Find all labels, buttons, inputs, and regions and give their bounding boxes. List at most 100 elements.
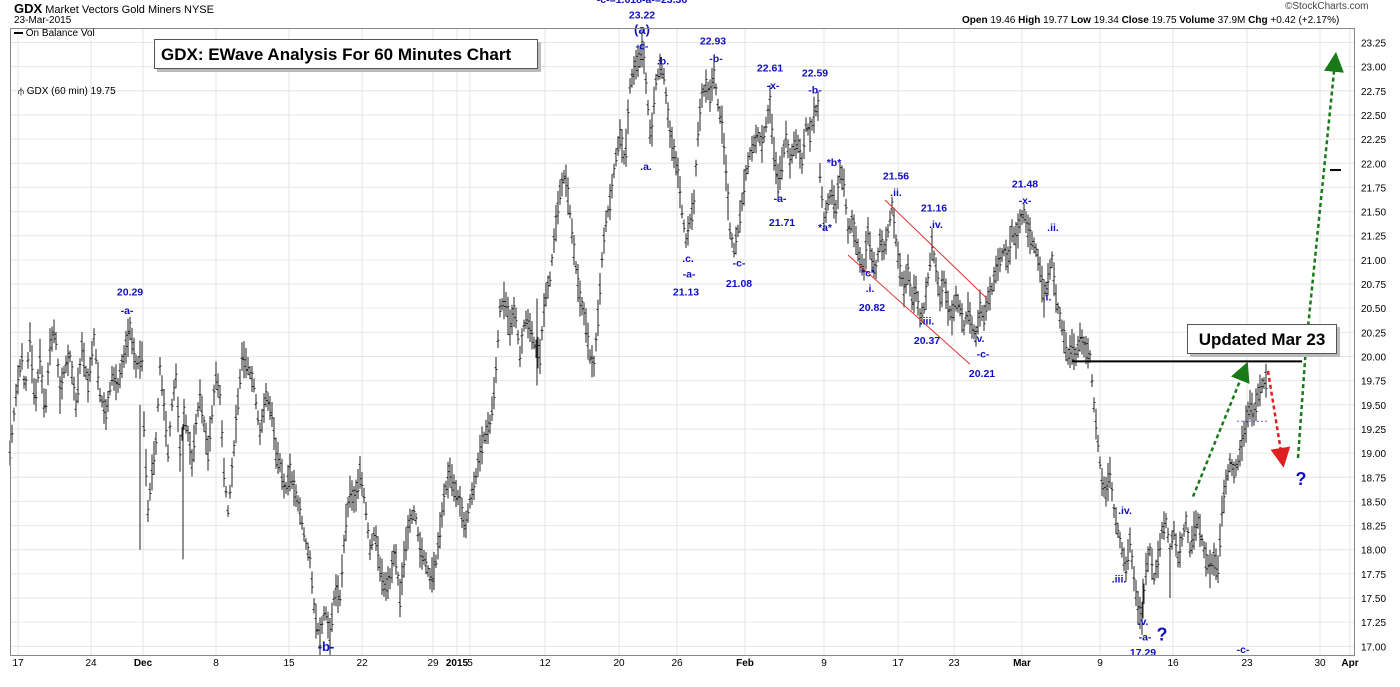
chart-grid xyxy=(10,28,1355,656)
close-label: Close xyxy=(1121,15,1149,26)
wave-label: .i. xyxy=(1043,291,1052,303)
y-tick-label: 22.00 xyxy=(1361,159,1386,170)
y-tick-label: 17.25 xyxy=(1361,618,1386,629)
wave-label: .a. xyxy=(640,161,652,173)
chart-title-box: GDX: EWave Analysis For 60 Minutes Chart xyxy=(154,39,538,69)
y-tick-label: 21.50 xyxy=(1361,208,1386,219)
x-tick-label: 23 xyxy=(1241,658,1253,669)
y-tick-label: 23.25 xyxy=(1361,38,1386,49)
y-tick-label: 19.25 xyxy=(1361,425,1386,436)
y-tick-label: 21.75 xyxy=(1361,183,1386,194)
y-tick-label: 18.50 xyxy=(1361,497,1386,508)
x-tick-label: 9 xyxy=(1097,658,1103,669)
wave-label: -c- xyxy=(977,348,990,360)
x-tick-label: 22 xyxy=(356,658,368,669)
wave-label: .c. xyxy=(682,253,694,265)
open-label: Open xyxy=(962,15,988,26)
exchange-name: NYSE xyxy=(184,4,214,16)
series-label: GDX (60 min) 19.75 xyxy=(26,86,116,97)
x-tick-label: 20 xyxy=(613,658,625,669)
x-tick-label: 8 xyxy=(213,658,219,669)
wave-labels: 20.29 -a- -b- -c-=1.618-a-=23.36 23.22(a) -c-… xyxy=(117,0,1307,659)
x-tick-label: Mar xyxy=(1013,658,1031,669)
wave-label: -b- xyxy=(709,53,723,65)
wave-label: ? xyxy=(1157,625,1168,645)
open-value: 19.46 xyxy=(990,15,1016,26)
wave-label: -b- xyxy=(808,85,822,97)
y-tick-label: 21.00 xyxy=(1361,256,1386,267)
low-label: Low xyxy=(1070,15,1091,26)
x-tick-label: 16 xyxy=(1167,658,1179,669)
y-tick-label: 22.75 xyxy=(1361,87,1386,98)
chg-label: Chg xyxy=(1248,15,1268,26)
y-tick-label: 18.00 xyxy=(1361,546,1386,557)
chart-overlays xyxy=(847,51,1344,498)
x-tick-label: Apr xyxy=(1341,658,1358,669)
y-tick-label: 19.75 xyxy=(1361,377,1386,388)
x-tick-label: 24 xyxy=(85,658,97,669)
x-tick-label: 12 xyxy=(539,658,551,669)
y-tick-label: 18.75 xyxy=(1361,473,1386,484)
y-tick-label: 22.50 xyxy=(1361,111,1386,122)
wave-label: *b* xyxy=(827,157,843,169)
wave-label: .v. xyxy=(974,333,985,345)
y-tick-label: 17.00 xyxy=(1361,642,1386,653)
quote-summary: Open 19.46 High 19.77 Low 19.34 Close 19… xyxy=(962,15,1339,26)
x-tick-label: 30 xyxy=(1314,658,1326,669)
instrument-name: Market Vectors Gold Miners xyxy=(45,4,181,16)
wave-label: 21.08 xyxy=(726,278,752,290)
y-tick-label: 18.25 xyxy=(1361,522,1386,533)
wave-label: .iii. xyxy=(920,316,935,328)
wave-label: 21.16 xyxy=(921,203,947,215)
high-value: 19.77 xyxy=(1043,15,1069,26)
wave-label: -c- xyxy=(636,40,649,52)
y-tick-label: 17.75 xyxy=(1361,570,1386,581)
chart-date: 23-Mar-2015 xyxy=(14,15,72,26)
x-tick-label: 5 xyxy=(467,658,473,669)
x-tick-label: 15 xyxy=(283,658,295,669)
wave-label: .ii. xyxy=(1047,222,1059,234)
chg-value: +0.42 (+2.17%) xyxy=(1270,15,1340,26)
stockcharts-credit: ©StockCharts.com xyxy=(1285,1,1369,12)
x-tick-label: 26 xyxy=(671,658,683,669)
wave-label: 20.29 xyxy=(117,287,143,299)
volume-label: Volume xyxy=(1179,15,1215,26)
wave-label: (a) xyxy=(634,22,650,37)
y-tick-label: 19.00 xyxy=(1361,449,1386,460)
x-tick-label: Dec xyxy=(134,658,153,669)
wave-label: -c- xyxy=(733,258,746,270)
y-tick-label: 21.25 xyxy=(1361,232,1386,243)
wave-label: .b. xyxy=(657,56,669,68)
y-tick-label: 20.25 xyxy=(1361,328,1386,339)
wave-label: 21.71 xyxy=(769,217,795,229)
wave-label: 22.61 xyxy=(757,62,783,74)
x-tick-label: 23 xyxy=(948,658,960,669)
x-tick-label: 2015 xyxy=(446,658,469,669)
bullish-projection-arrow xyxy=(1191,361,1250,498)
wave-label: .i. xyxy=(866,283,875,295)
wave-label: 21.56 xyxy=(883,171,909,183)
wave-label: -c- xyxy=(1237,644,1250,656)
close-value: 19.75 xyxy=(1151,15,1177,26)
x-tick-label: 29 xyxy=(427,658,439,669)
y-tick-label: 17.50 xyxy=(1361,594,1386,605)
channel-lower-line xyxy=(847,254,971,365)
update-note-box: Updated Mar 23 xyxy=(1187,324,1337,354)
channel-upper-line xyxy=(884,199,988,299)
x-axis: 17 24 Dec 8 15 22 29 2015 5 12 20 26 Feb 9 17 23 Mar 9 16 2… xyxy=(12,658,1358,669)
wave-label: 20.82 xyxy=(859,302,885,314)
wave-label: 20.37 xyxy=(914,335,940,347)
long-term-projection-arrow xyxy=(1296,51,1344,459)
header-title: GDX Market Vectors Gold Miners NYSE xyxy=(14,1,214,16)
wave-label: 17.29 xyxy=(1130,647,1156,659)
wave-label: 20.21 xyxy=(969,368,995,380)
volume-value: 37.9M xyxy=(1217,15,1246,26)
wave-label: .ii. xyxy=(890,187,902,199)
wave-label: -c-=1.618-a-=23.36 xyxy=(597,0,688,6)
x-tick-label: Feb xyxy=(736,658,754,669)
wave-label: 21.13 xyxy=(673,287,699,299)
wave-label: -a- xyxy=(683,268,696,280)
wave-label: .iii. xyxy=(1112,574,1127,586)
wave-label: ? xyxy=(1296,469,1307,489)
x-tick-label: 9 xyxy=(821,658,827,669)
